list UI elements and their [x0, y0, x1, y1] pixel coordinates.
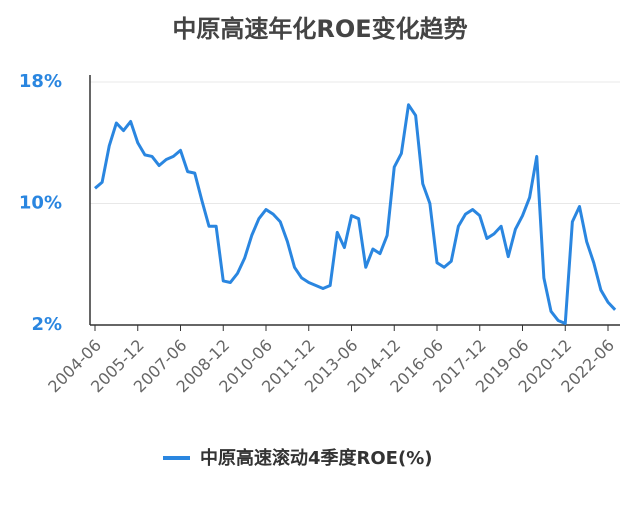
line-series [94, 103, 617, 325]
legend-label: 中原高速滚动4季度ROE(%) [200, 447, 432, 469]
y-tick-label: 2% [31, 314, 62, 335]
chart-title: 中原高速年化ROE变化趋势 [172, 15, 467, 43]
y-tick-label: 18% [19, 71, 62, 92]
y-tick-label: 10% [19, 193, 62, 214]
